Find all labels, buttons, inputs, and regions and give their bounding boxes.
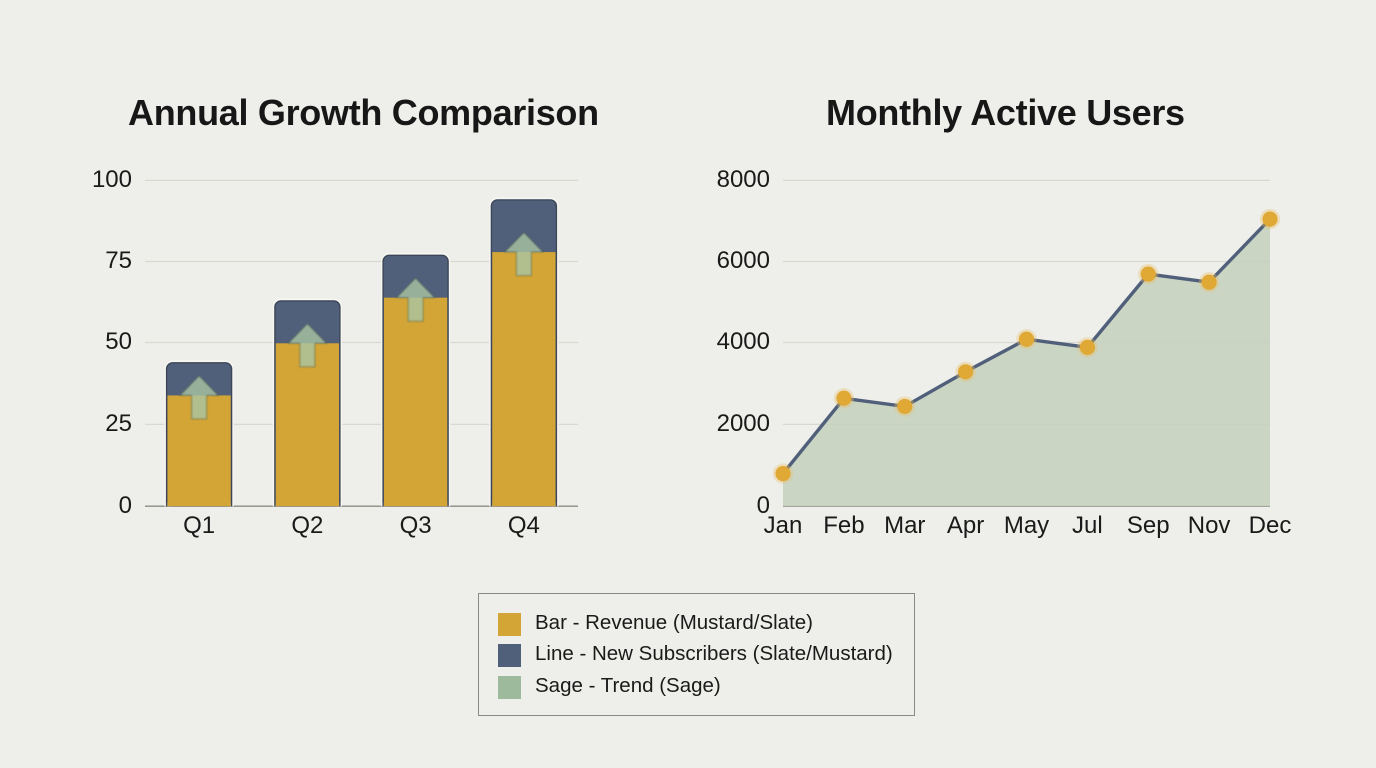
- svg-text:2000: 2000: [717, 410, 770, 437]
- svg-text:Q3: Q3: [400, 512, 432, 539]
- svg-text:Sep: Sep: [1127, 512, 1170, 539]
- svg-text:Feb: Feb: [823, 512, 864, 539]
- svg-text:Apr: Apr: [947, 512, 984, 539]
- svg-text:Jan: Jan: [764, 512, 803, 539]
- svg-text:Jul: Jul: [1072, 512, 1103, 539]
- svg-text:Q4: Q4: [508, 512, 540, 539]
- svg-text:4000: 4000: [717, 328, 770, 355]
- svg-text:8000: 8000: [717, 166, 770, 193]
- svg-text:Q2: Q2: [291, 512, 323, 539]
- svg-text:6000: 6000: [717, 247, 770, 274]
- svg-text:Q1: Q1: [183, 512, 215, 539]
- svg-text:Nov: Nov: [1188, 512, 1231, 539]
- svg-text:100: 100: [92, 166, 132, 193]
- svg-text:50: 50: [105, 328, 132, 355]
- svg-text:25: 25: [105, 410, 132, 437]
- svg-text:Dec: Dec: [1249, 512, 1292, 539]
- svg-text:0: 0: [119, 492, 132, 519]
- svg-text:75: 75: [105, 247, 132, 274]
- svg-text:May: May: [1004, 512, 1049, 539]
- svg-text:Mar: Mar: [884, 512, 925, 539]
